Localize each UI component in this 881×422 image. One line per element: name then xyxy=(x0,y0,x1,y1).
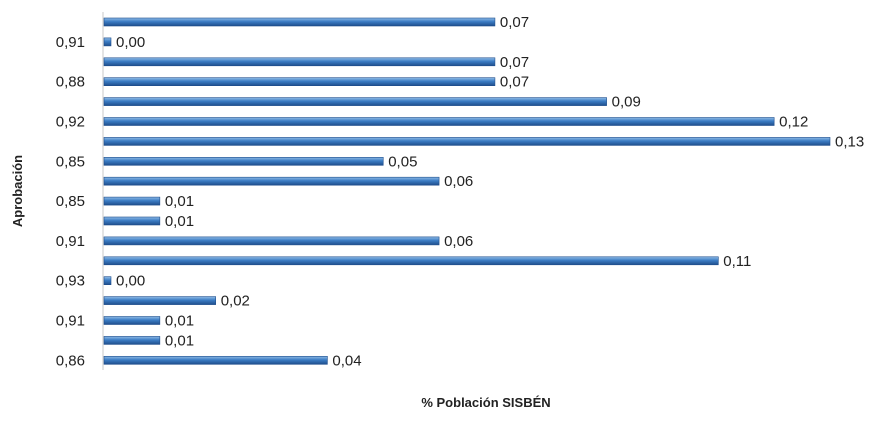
y-tick-labels: 0,91 0,88 0,92 0,85 0,85 0,91 0,93 0,91 0,86 xyxy=(56,34,85,369)
bar xyxy=(103,336,161,345)
data-label: 0,07 xyxy=(500,54,529,71)
bar xyxy=(103,37,112,47)
bar xyxy=(103,57,496,67)
bar xyxy=(103,157,384,166)
bar xyxy=(103,216,161,226)
data-label: 0,06 xyxy=(444,233,473,250)
data-label: 0,11 xyxy=(723,253,751,270)
y-tick-label: 0,93 xyxy=(56,273,85,290)
data-label: 0,07 xyxy=(500,14,529,31)
y-tick-label: 0,91 xyxy=(56,34,85,51)
data-label: 0,09 xyxy=(612,94,641,111)
bar xyxy=(103,316,161,325)
bar xyxy=(103,176,440,186)
x-axis-title: % Población SISBÉN xyxy=(421,395,550,410)
bar xyxy=(103,256,719,266)
bar xyxy=(103,236,440,246)
y-axis-title: Aprobación xyxy=(10,155,25,227)
data-label: 0,07 xyxy=(500,74,529,91)
data-label: 0,12 xyxy=(779,114,808,131)
data-label: 0,06 xyxy=(444,173,473,190)
y-tick-label: 0,91 xyxy=(56,233,85,250)
data-label: 0,05 xyxy=(388,153,417,170)
bar xyxy=(103,97,607,106)
y-tick-label: 0,91 xyxy=(56,313,85,330)
y-tick-label: 0,92 xyxy=(56,114,85,131)
data-label: 0,00 xyxy=(116,34,145,51)
bar xyxy=(103,137,831,146)
data-label: 0,02 xyxy=(221,293,250,310)
data-label: 0,04 xyxy=(332,352,361,369)
bar xyxy=(103,276,112,286)
data-label: 0,01 xyxy=(165,193,194,210)
data-labels: 0,07 0,00 0,07 0,07 0,09 0,12 0,13 0,05 0,06 0,01… xyxy=(116,14,864,369)
y-tick-label: 0,85 xyxy=(56,193,85,210)
y-tick-label: 0,85 xyxy=(56,153,85,170)
bar xyxy=(103,17,496,27)
bar xyxy=(103,77,496,86)
bar xyxy=(103,355,328,365)
bar xyxy=(103,296,216,305)
y-tick-label: 0,86 xyxy=(56,352,85,369)
bar xyxy=(103,196,161,206)
data-label: 0,01 xyxy=(165,213,194,230)
bar xyxy=(103,117,775,126)
data-label: 0,00 xyxy=(116,273,145,290)
bars-group xyxy=(103,17,831,365)
data-label: 0,01 xyxy=(165,332,194,349)
data-label: 0,13 xyxy=(835,133,864,150)
y-tick-label: 0,88 xyxy=(56,74,85,91)
data-label: 0,01 xyxy=(165,313,194,330)
